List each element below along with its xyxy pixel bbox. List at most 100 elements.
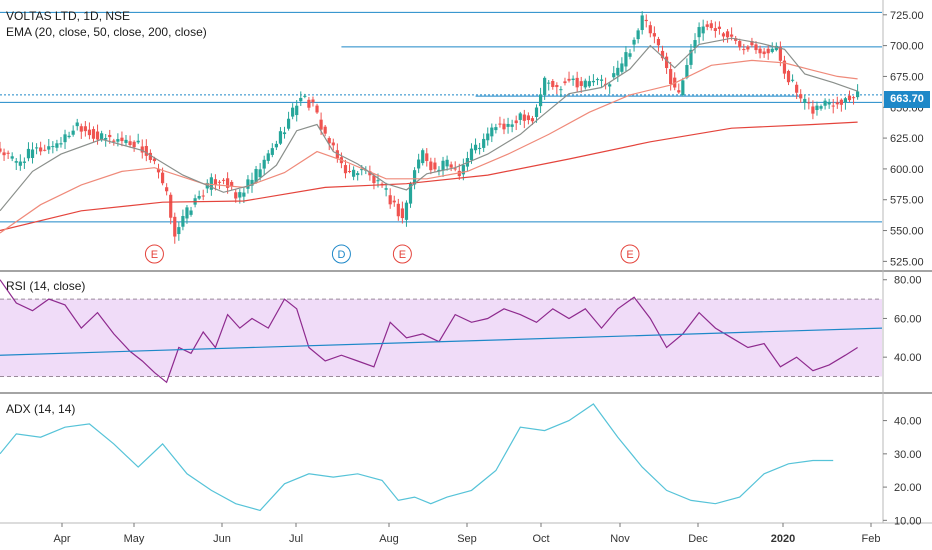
candle-up — [518, 113, 522, 120]
candle-up — [270, 148, 274, 155]
candle-down — [648, 25, 652, 34]
candle-down — [669, 69, 673, 85]
candle-up — [51, 146, 55, 148]
candle-up — [547, 82, 551, 84]
candle-up — [620, 63, 624, 72]
candle-down — [782, 60, 787, 74]
candle-down — [2, 152, 6, 156]
adx-tick-label: 40.00 — [894, 416, 922, 428]
time-tick-label: Jul — [289, 533, 303, 545]
last-price-badge: 663.70 — [884, 91, 930, 108]
rsi-tick-label: 40.00 — [894, 352, 922, 364]
candle-up — [616, 67, 620, 76]
candle-up — [510, 124, 514, 127]
candle-up — [246, 179, 250, 189]
candle-up — [197, 196, 201, 199]
rsi-tick-label: 60.00 — [894, 313, 922, 325]
candle-up — [636, 30, 640, 40]
adx-tick-label: 20.00 — [894, 482, 922, 494]
time-tick-label: Jun — [213, 533, 231, 545]
candle-up — [827, 102, 831, 105]
candle-up — [124, 139, 128, 143]
candle-down — [331, 142, 335, 146]
candle-up — [30, 149, 35, 158]
event-marker-e — [144, 244, 164, 264]
candle-down — [152, 158, 157, 162]
candle-up — [595, 79, 600, 81]
candle-up — [823, 100, 827, 106]
candle-down — [173, 216, 177, 237]
candle-down — [108, 134, 112, 138]
candle-up — [136, 140, 140, 143]
event-marker-label: E — [626, 249, 633, 261]
candle-up — [352, 169, 356, 177]
candle-down — [766, 48, 770, 54]
candle-down — [847, 95, 852, 101]
rsi-legend: RSI (14, close) — [6, 279, 86, 293]
candle-up — [116, 139, 120, 142]
candle-down — [213, 179, 218, 185]
candle-down — [835, 102, 839, 105]
candle-down — [778, 46, 782, 61]
candle-up — [47, 146, 51, 150]
candle-down — [160, 172, 165, 184]
event-marker-e — [392, 244, 412, 264]
candle-down — [551, 80, 555, 87]
candle-up — [376, 180, 380, 182]
candle-down — [713, 28, 717, 31]
candle-up — [299, 97, 303, 102]
candle-down — [449, 164, 453, 168]
candle-down — [425, 153, 429, 161]
candle-down — [786, 70, 791, 83]
candle-up — [689, 49, 693, 65]
candle-up — [819, 106, 823, 109]
candle-down — [307, 99, 311, 108]
candle-up — [482, 138, 486, 148]
candle-up — [538, 94, 543, 107]
adx-line — [0, 403, 834, 512]
candle-up — [67, 135, 71, 138]
candle-down — [230, 181, 234, 187]
time-tick-label: Feb — [862, 533, 881, 545]
candle-down — [6, 152, 10, 154]
candle-down — [502, 123, 506, 130]
candle-up — [815, 105, 819, 111]
candle-up — [34, 147, 39, 149]
candle-down — [429, 161, 433, 171]
candle-down — [79, 126, 83, 132]
candle-down — [226, 178, 230, 188]
candle-up — [177, 227, 181, 235]
candle-down — [148, 152, 152, 160]
event-marker-label: E — [151, 249, 158, 261]
candle-down — [343, 165, 348, 174]
candle-up — [209, 177, 213, 190]
candle-up — [790, 79, 795, 81]
candle-up — [571, 78, 575, 81]
price-tick-label: 550.00 — [890, 226, 924, 238]
event-marker-e — [620, 244, 640, 264]
candle-down — [799, 94, 803, 99]
candle-down — [327, 138, 331, 144]
candle-down — [39, 147, 43, 152]
candle-up — [461, 165, 465, 175]
candle-up — [14, 161, 18, 163]
candle-down — [43, 149, 47, 151]
candle-up — [534, 107, 539, 117]
rsi-tick-label: 80.00 — [894, 275, 922, 287]
ema50-line — [0, 59, 858, 234]
candle-up — [404, 202, 409, 220]
time-tick-label: Oct — [532, 533, 549, 545]
candle-down — [169, 194, 173, 218]
candle-down — [526, 115, 530, 121]
candles-group — [0, 11, 860, 244]
candle-up — [685, 65, 689, 78]
candle-up — [71, 130, 75, 135]
candle-up — [612, 73, 616, 78]
candle-up — [384, 188, 388, 190]
candle-up — [701, 26, 705, 34]
price-tick-label: 625.00 — [890, 133, 924, 145]
adx-legend: ADX (14, 14) — [6, 402, 76, 416]
candle-down — [738, 41, 742, 48]
candle-up — [559, 89, 563, 91]
